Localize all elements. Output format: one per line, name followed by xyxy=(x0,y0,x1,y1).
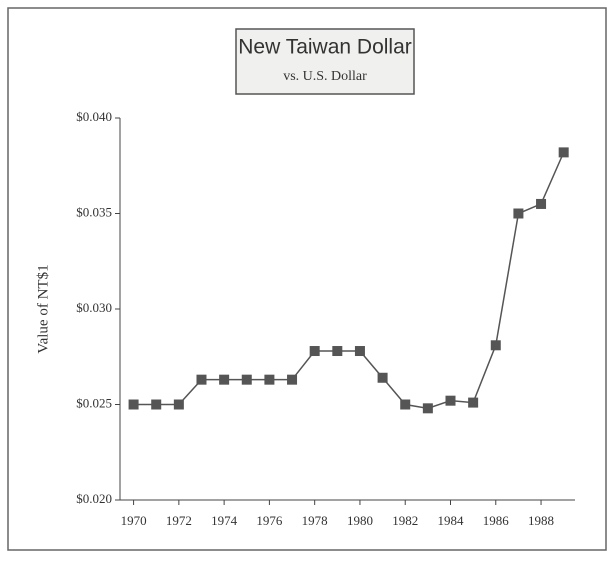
y-tick-label: $0.040 xyxy=(76,109,112,124)
marker xyxy=(400,399,411,410)
marker xyxy=(513,208,524,219)
x-tick-label: 1986 xyxy=(483,513,510,528)
frame xyxy=(7,7,607,551)
marker xyxy=(128,399,139,410)
marker xyxy=(422,403,433,414)
marker xyxy=(536,198,547,209)
x-tick-label: 1988 xyxy=(528,513,554,528)
marker xyxy=(151,399,162,410)
line xyxy=(133,152,565,410)
marker xyxy=(445,395,456,406)
chart-title: New Taiwan Dollar xyxy=(238,36,412,59)
marker xyxy=(264,374,275,385)
y-tick-label: $0.020 xyxy=(76,491,112,506)
marker xyxy=(196,374,207,385)
marker xyxy=(287,374,298,385)
marker xyxy=(377,372,388,383)
x-tick-label: 1970 xyxy=(121,513,147,528)
title-box xyxy=(235,28,415,95)
marker xyxy=(219,374,230,385)
x-tick-label: 1972 xyxy=(166,513,192,528)
marker xyxy=(332,346,343,357)
marker xyxy=(241,374,252,385)
marker xyxy=(490,340,501,351)
marker xyxy=(354,346,365,357)
y-tick-label: $0.025 xyxy=(76,395,112,410)
marker xyxy=(468,397,479,408)
marker xyxy=(558,147,569,158)
chart-subtitle: vs. U.S. Dollar xyxy=(283,69,367,84)
y-tick-label: $0.035 xyxy=(76,204,112,219)
x-tick-label: 1980 xyxy=(347,513,373,528)
y-axis-label: Value of NT$1 xyxy=(35,264,51,353)
x-tick-label: 1984 xyxy=(437,513,464,528)
x-tick-label: 1982 xyxy=(392,513,418,528)
x-tick-label: 1974 xyxy=(211,513,238,528)
x-tick-label: 1976 xyxy=(256,513,283,528)
marker xyxy=(173,399,184,410)
y-tick-label: $0.030 xyxy=(76,300,112,315)
x-tick-label: 1978 xyxy=(302,513,328,528)
marker xyxy=(309,346,320,357)
